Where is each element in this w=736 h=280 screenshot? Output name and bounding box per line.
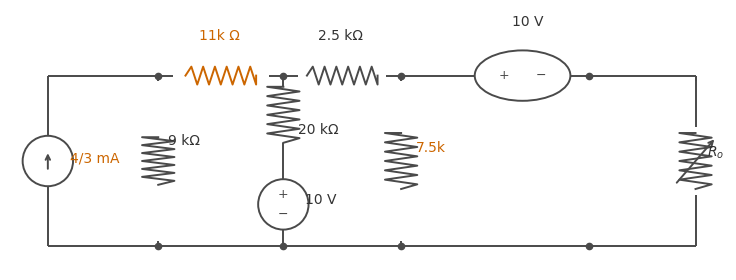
Text: 11k Ω: 11k Ω (199, 29, 240, 43)
Text: 10 V: 10 V (305, 193, 337, 207)
Text: 7.5k: 7.5k (416, 141, 446, 155)
Text: −: − (278, 207, 289, 220)
Text: −: − (536, 69, 546, 82)
Text: 4/3 mA: 4/3 mA (70, 151, 119, 165)
Text: +: + (278, 188, 289, 201)
Text: $R_o$: $R_o$ (707, 144, 723, 161)
Text: 10 V: 10 V (512, 15, 543, 29)
Text: 9 kΩ: 9 kΩ (168, 134, 199, 148)
Text: 20 kΩ: 20 kΩ (298, 123, 339, 137)
Text: +: + (499, 69, 510, 82)
Text: 2.5 kΩ: 2.5 kΩ (317, 29, 363, 43)
